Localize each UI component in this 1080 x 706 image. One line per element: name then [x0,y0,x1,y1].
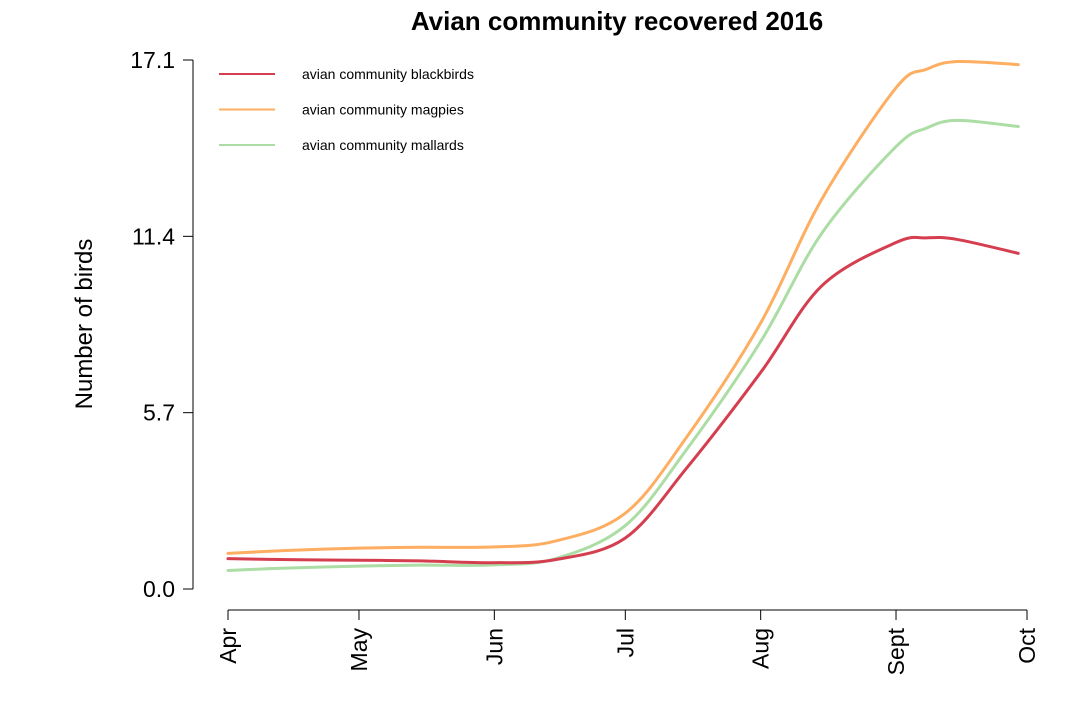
chart-title: Avian community recovered 2016 [411,6,823,36]
x-tick-label: Sept [883,627,909,675]
x-tick-label: Oct [1014,627,1040,663]
x-tick-label: May [346,628,372,672]
series-line-2 [226,118,1020,572]
y-tick-label: 11.4 [132,223,175,249]
axes: 0.0 5.7 11.4 17.1 Apr May Jun Jul Aug Sept Oct [130,47,1040,675]
y-axis-label: Number of birds [71,239,98,410]
legend-label: avian community magpies [302,102,464,118]
legend-label: avian community blackbirds [302,66,474,82]
series-line-1 [226,59,1020,555]
y-tick-label: 0.0 [143,576,175,602]
series-line-0 [226,235,1020,565]
y-tick-label: 17.1 [130,47,175,73]
x-tick-label: Jul [612,628,638,657]
legend: avian community blackbirds avian communit… [219,66,474,153]
y-tick-label: 5.7 [143,400,175,426]
x-tick-label: Apr [215,628,241,664]
x-tick-label: Jun [481,628,507,665]
series-lines [226,59,1020,572]
legend-label: avian community mallards [302,137,464,153]
x-tick-label: Aug [748,628,774,669]
